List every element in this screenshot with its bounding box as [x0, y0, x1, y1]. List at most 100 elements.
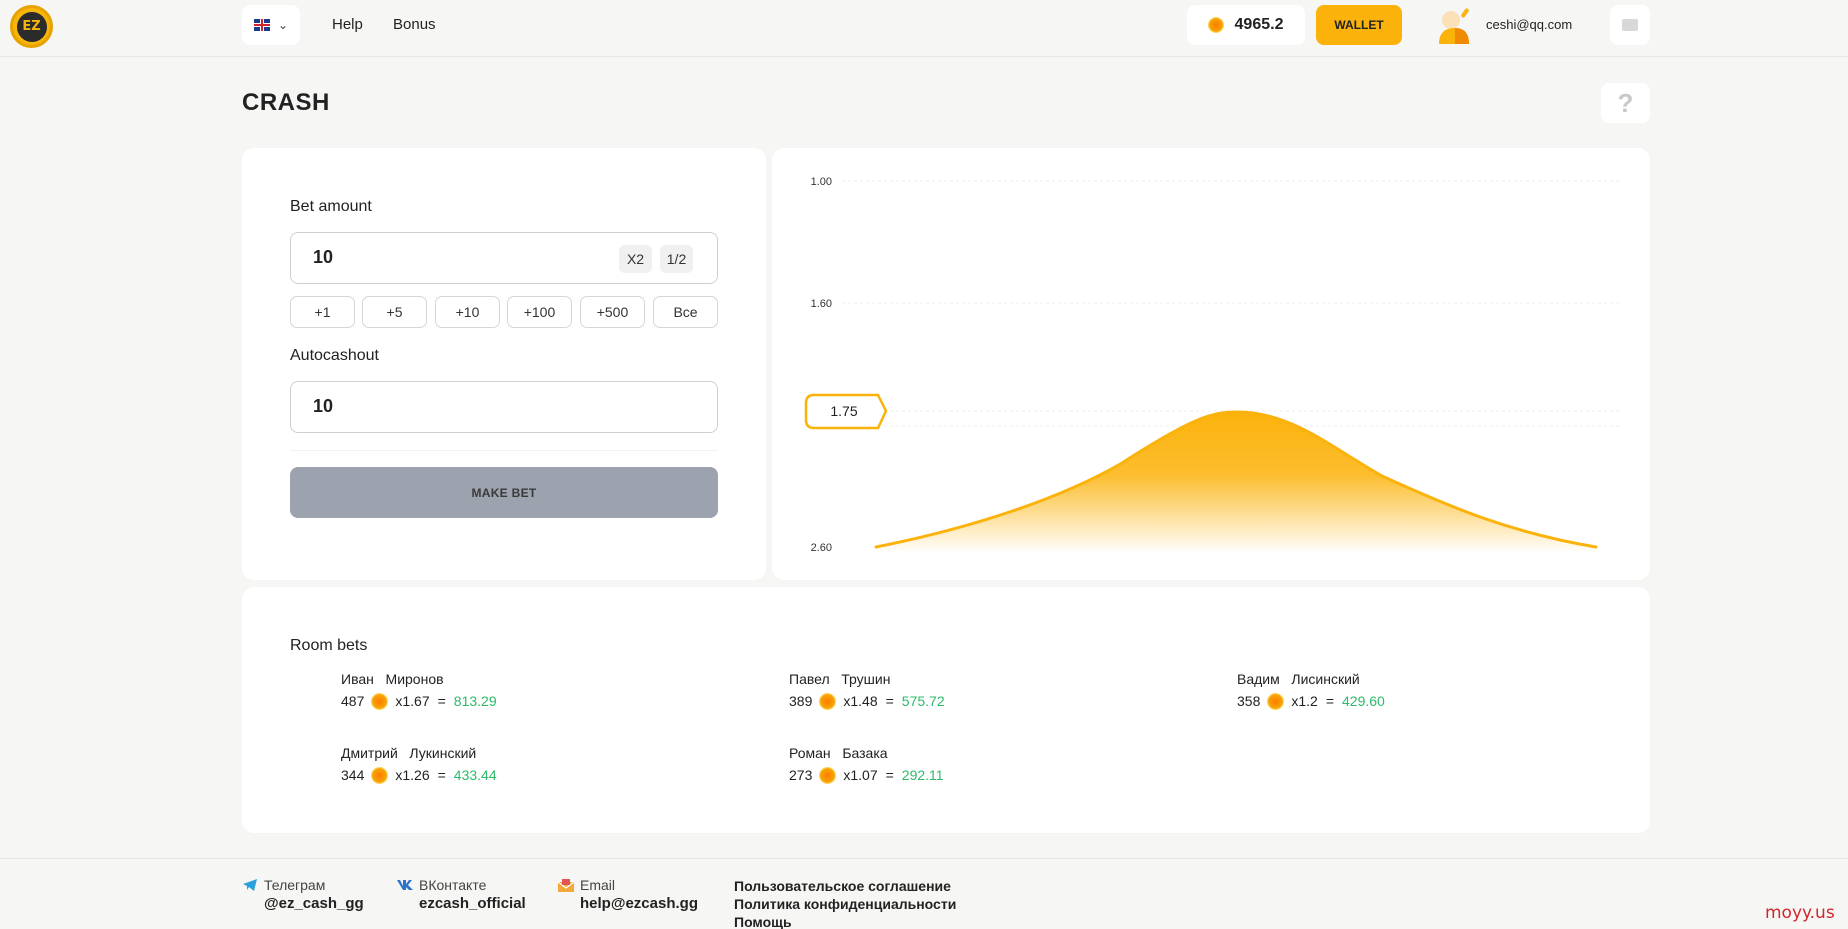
- watermark: moyy.us: [1765, 903, 1835, 923]
- player-name: Вадим Лисинский: [1237, 671, 1360, 687]
- user-email[interactable]: ceshi@qq.com: [1486, 17, 1573, 32]
- bet-win: 292.11: [901, 767, 944, 783]
- privacy-policy-link[interactable]: Политика конфиденциальности: [734, 896, 957, 912]
- uk-flag-icon: [253, 19, 270, 31]
- bet-multiplier: x1.67: [395, 693, 430, 709]
- telegram-label: Телеграм: [264, 877, 326, 893]
- bet-win: 433.44: [453, 767, 497, 783]
- logout-icon: [1622, 19, 1638, 31]
- quick-add-500-button[interactable]: +500: [580, 296, 645, 328]
- avatar[interactable]: [1437, 6, 1473, 44]
- crash-area: [876, 412, 1596, 553]
- bet-win: 575.72: [901, 693, 945, 709]
- help-button[interactable]: ?: [1601, 83, 1650, 123]
- user-agreement-link[interactable]: Пользовательское соглашение: [734, 878, 951, 894]
- quick-add-10-button[interactable]: +10: [435, 296, 500, 328]
- bet-multiplier: x1.26: [395, 767, 430, 783]
- quick-add-5-button[interactable]: +5: [362, 296, 427, 328]
- bet-amount-field[interactable]: X2 1/2: [290, 232, 718, 284]
- email-link[interactable]: help@ezcash.gg: [580, 895, 698, 912]
- coin-icon: [1268, 693, 1284, 709]
- quick-add-100-button[interactable]: +100: [507, 296, 572, 328]
- bet-panel: Bet amount X2 1/2 +1 +5 +10 +100 +500 Вс…: [242, 148, 766, 580]
- bet-entry: Роман Базака 273 x1.07 = 292.11: [789, 745, 1089, 789]
- divider: [290, 450, 718, 451]
- bet-entry: Дмитрий Лукинский 344 x1.26 = 433.44: [341, 745, 641, 789]
- bet-win: 429.60: [1342, 693, 1385, 709]
- bet-entry: Иван Миронов 487 x1.67 = 813.29: [341, 671, 641, 715]
- quick-add-1-button[interactable]: +1: [290, 296, 355, 328]
- language-selector[interactable]: ⌄: [242, 5, 300, 45]
- bet-amount: 487: [341, 693, 365, 709]
- bet-amount: 273: [789, 767, 813, 783]
- wallet-button[interactable]: WALLET: [1316, 5, 1402, 45]
- bet-multiplier: x1.48: [843, 693, 878, 709]
- telegram-icon: [243, 879, 257, 891]
- help-link[interactable]: Помощь: [734, 914, 792, 929]
- y-tick-label: 2.60: [811, 542, 832, 554]
- balance-value: 4965.2: [1234, 16, 1284, 33]
- vk-icon: [397, 880, 413, 890]
- footer-links: Пользовательское соглашение Политика кон…: [734, 877, 956, 929]
- bet-amount-input[interactable]: [313, 247, 513, 268]
- multiplier-marker: [804, 393, 888, 430]
- footer-vk: ВКонтакте ezcash_official: [397, 877, 526, 912]
- equals-sign: =: [1325, 693, 1335, 709]
- bet-entry: Вадим Лисинский 358 x1.2 = 429.60: [1237, 671, 1537, 715]
- crash-curve: [874, 410, 1598, 549]
- room-bets-title: Room bets: [290, 637, 368, 654]
- bet-details: 358 x1.2 = 429.60: [1237, 693, 1385, 709]
- bet-amount: 358: [1237, 693, 1261, 709]
- equals-sign: =: [885, 767, 894, 783]
- player-name: Павел Трушин: [789, 671, 891, 687]
- bet-entry: Павел Трушин 389 x1.48 = 575.72: [789, 671, 1089, 715]
- bet-amount: 389: [789, 693, 813, 709]
- quick-add-buttons: +1 +5 +10 +100 +500 Все: [290, 296, 718, 328]
- email-label-row: Email: [558, 877, 698, 893]
- player-name: Роман Базака: [789, 745, 888, 761]
- bet-multiplier: x1.07: [843, 767, 878, 783]
- nav-help-link[interactable]: Help: [332, 16, 363, 33]
- bet-details: 273 x1.07 = 292.11: [789, 767, 944, 783]
- vk-label: ВКонтакте: [419, 877, 487, 893]
- bet-details: 344 x1.26 = 433.44: [341, 767, 497, 783]
- half-bet-button[interactable]: 1/2: [660, 245, 693, 273]
- bet-details: 487 x1.67 = 813.29: [341, 693, 497, 709]
- coin-icon: [820, 693, 836, 709]
- y-tick-label: 1.60: [811, 298, 832, 310]
- coin-icon: [372, 767, 388, 783]
- autocashout-field[interactable]: [290, 381, 718, 433]
- crash-chart: 1.00 1.60 2.60 1.75: [772, 148, 1650, 580]
- page-title: CRASH: [242, 89, 330, 116]
- footer-email: Email help@ezcash.gg: [558, 877, 698, 912]
- room-bets-panel: Room bets Иван Миронов 487 x1.67 = 813.2…: [242, 587, 1650, 833]
- equals-sign: =: [885, 693, 894, 709]
- equals-sign: =: [437, 767, 446, 783]
- chevron-down-icon: ⌄: [277, 18, 289, 32]
- vk-label-row: ВКонтакте: [397, 877, 526, 893]
- email-label: Email: [580, 877, 616, 893]
- footer-telegram: Телеграм @ez_cash_gg: [242, 877, 364, 912]
- bet-amount-label: Bet amount: [290, 198, 372, 215]
- balance-display: 4965.2: [1187, 5, 1305, 45]
- autocashout-input[interactable]: [313, 396, 513, 417]
- quick-all-button[interactable]: Все: [653, 296, 718, 328]
- logout-button[interactable]: [1610, 5, 1650, 45]
- footer: Телеграм @ez_cash_gg ВКонтакте ezcash_of…: [0, 858, 1848, 929]
- logo[interactable]: EZ: [10, 5, 53, 48]
- make-bet-button[interactable]: MAKE BET: [290, 467, 718, 518]
- nav-bonus-link[interactable]: Bonus: [393, 16, 436, 33]
- bet-win: 813.29: [453, 693, 497, 709]
- coin-icon: [820, 767, 836, 783]
- vk-link[interactable]: ezcash_official: [419, 895, 526, 912]
- current-multiplier: 1.75: [830, 403, 857, 419]
- bet-multiplier: x1.2: [1291, 693, 1318, 709]
- logo-mark: EZ: [16, 11, 47, 42]
- mail-icon: [558, 878, 574, 892]
- y-tick-label: 1.00: [811, 176, 832, 188]
- chart-svg: 1.00 1.60 2.60 1.75: [804, 176, 1620, 554]
- coin-icon: [372, 693, 388, 709]
- double-bet-button[interactable]: X2: [619, 245, 652, 273]
- telegram-link[interactable]: @ez_cash_gg: [264, 895, 364, 912]
- coin-icon: [1208, 18, 1223, 32]
